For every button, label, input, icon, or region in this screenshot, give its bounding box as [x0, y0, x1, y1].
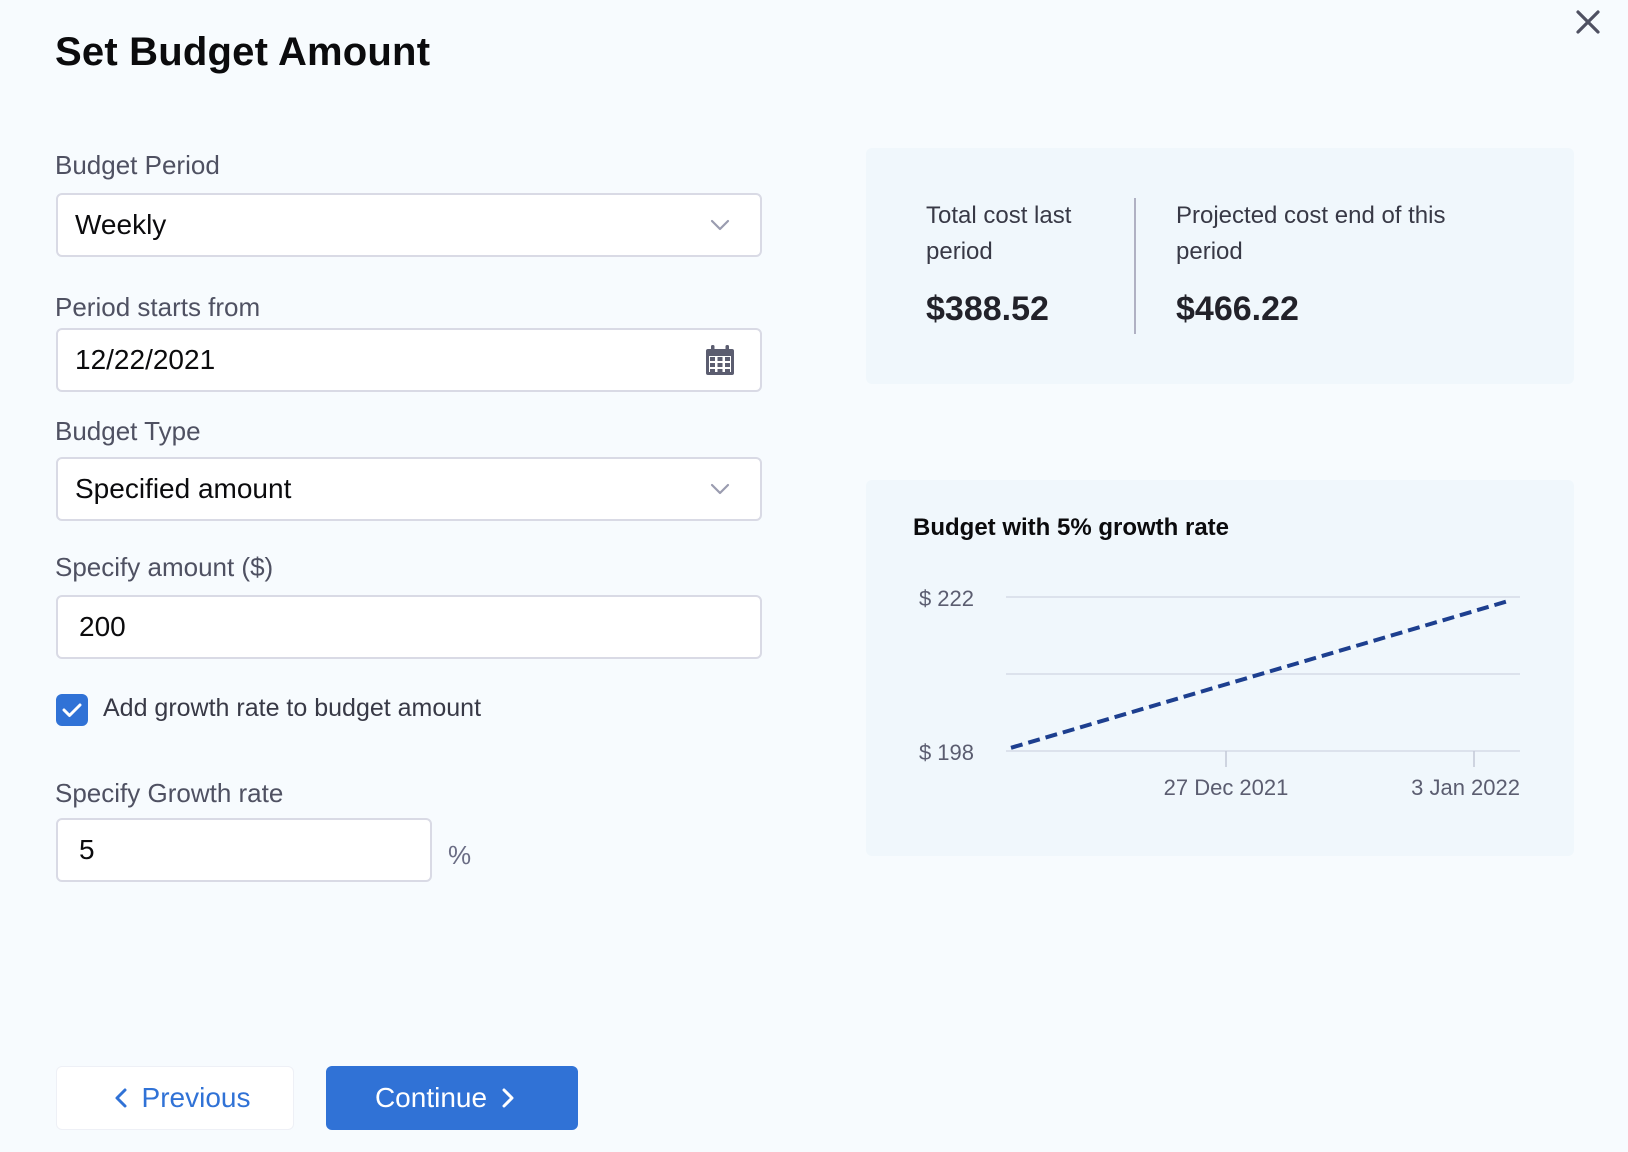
budget-series-line — [1010, 598, 1512, 750]
last-period-label: Total cost last period — [926, 202, 1072, 265]
growth-rate-value: 5 — [79, 834, 95, 865]
previous-button-label: Previous — [141, 1082, 251, 1113]
chevron-right-icon — [502, 1088, 514, 1108]
budget-period-label: Budget Period — [55, 150, 220, 180]
x-tick-label: 3 Jan 2022 — [1411, 775, 1520, 800]
x-tick-label: 27 Dec 2021 — [1164, 775, 1289, 800]
calendar-button[interactable] — [690, 344, 750, 376]
period-start-input[interactable]: 12/22/2021 — [56, 328, 762, 392]
growth-rate-checkbox-label[interactable]: Add growth rate to budget amount — [103, 694, 482, 722]
budget-type-select[interactable]: Specified amount — [56, 457, 762, 521]
chevron-left-icon — [115, 1088, 127, 1108]
last-period-value: $388.52 — [926, 290, 1049, 328]
budget-period-select[interactable]: Weekly — [56, 193, 762, 257]
amount-input[interactable]: 200 — [56, 595, 762, 659]
growth-rate-label: Specify Growth rate — [55, 778, 284, 808]
percent-unit: % — [448, 840, 472, 870]
close-button[interactable] — [1570, 4, 1606, 40]
budget-period-value: Weekly — [75, 209, 167, 240]
chevron-down-icon — [710, 219, 730, 231]
period-start-value: 12/22/2021 — [75, 344, 216, 375]
budget-chart: $ 222 $ 198 27 Dec 2021 3 Jan 2022 — [919, 586, 1520, 800]
continue-button[interactable]: Continue — [326, 1066, 578, 1130]
projected-label: Projected cost end of this period — [1176, 202, 1446, 265]
budget-type-label: Budget Type — [55, 416, 201, 446]
chevron-down-icon — [710, 483, 730, 495]
growth-rate-checkbox[interactable] — [56, 694, 88, 726]
growth-rate-input[interactable]: 5 — [56, 818, 432, 882]
y-tick-label: $ 198 — [919, 740, 974, 765]
amount-label: Specify amount ($) — [55, 552, 274, 582]
amount-value: 200 — [79, 611, 126, 642]
period-start-label: Period starts from — [55, 292, 261, 322]
checkmark-icon — [62, 703, 82, 717]
projected-value: $466.22 — [1176, 290, 1299, 328]
close-icon — [1576, 10, 1600, 34]
stat-divider — [1134, 198, 1136, 334]
page-title: Set Budget Amount — [55, 30, 431, 74]
y-tick-label: $ 222 — [919, 586, 974, 611]
cost-summary-card — [866, 148, 1574, 384]
previous-button[interactable]: Previous — [56, 1066, 294, 1130]
budget-type-value: Specified amount — [75, 473, 292, 504]
calendar-icon — [706, 345, 734, 375]
chart-title: Budget with 5% growth rate — [913, 514, 1230, 541]
continue-button-label: Continue — [374, 1082, 488, 1113]
budget-chart-card — [866, 480, 1574, 856]
